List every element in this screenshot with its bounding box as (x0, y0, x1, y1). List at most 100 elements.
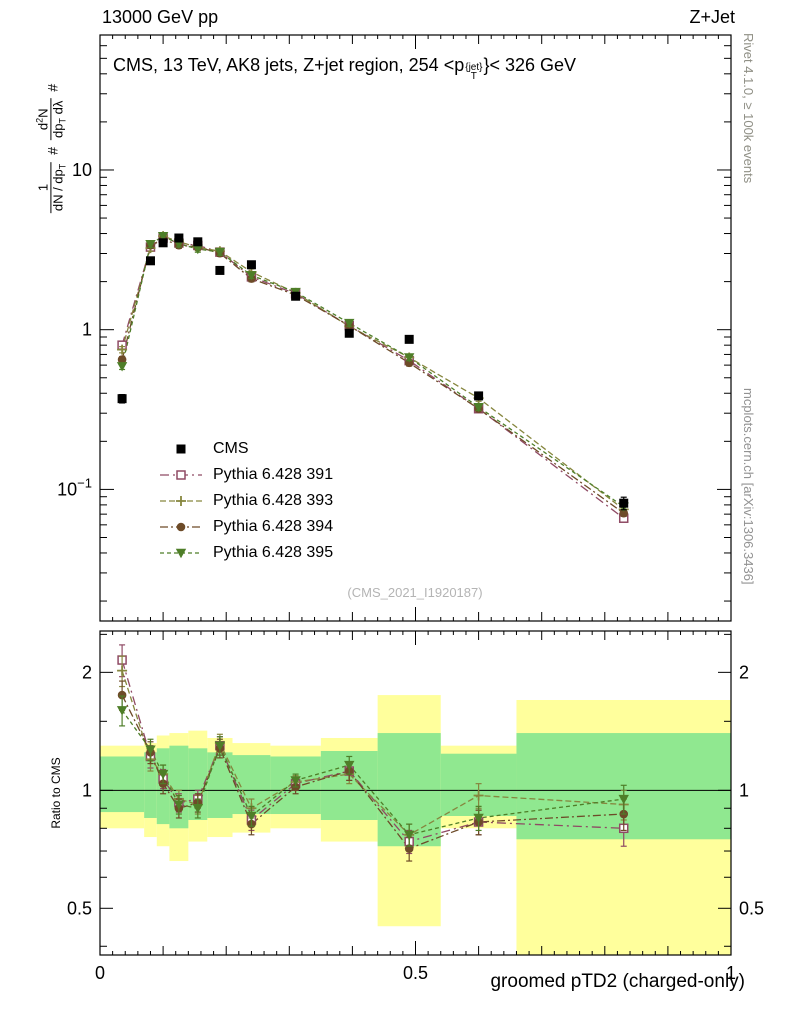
ylabel-fraction-1: 1 dN / dpT (34, 161, 69, 214)
marker-filled-triangle-down (145, 239, 156, 250)
marker-filled-triangle-down (175, 548, 187, 559)
marker-filled-circle (117, 690, 127, 700)
pt-subscript: T (470, 71, 477, 82)
marker-open-square (176, 470, 186, 480)
mcplots-attribution-note: mcplots.cern.ch [arXiv:1306.3436] (741, 388, 756, 585)
marker-filled-square (246, 260, 256, 270)
svg-text:1: 1 (726, 963, 736, 983)
marker-filled-circle (117, 355, 127, 364)
marker-filled-triangle-down (116, 706, 128, 716)
marker-filled-square (193, 237, 203, 247)
marker-filled-triangle-down (173, 800, 185, 810)
marker-filled-square (145, 256, 155, 266)
marker-filled-triangle-down (192, 804, 204, 814)
svg-text:0: 0 (95, 963, 105, 983)
svg-text:0.5: 0.5 (403, 963, 428, 983)
marker-filled-circle (619, 508, 629, 518)
legend: CMS Pythia 6.428 391 Pythia 6.428 393 Pythi… (158, 436, 333, 566)
ylabel-frac1-num: 1 (34, 183, 50, 192)
marker-filled-circle (176, 522, 186, 532)
svg-text:2: 2 (82, 662, 92, 682)
marker-filled-triangle-down (214, 741, 226, 751)
marker-filled-triangle-down (214, 247, 226, 258)
svg-text:0.5: 0.5 (67, 898, 92, 918)
green-band-bin (144, 752, 157, 818)
green-band-bin (207, 752, 233, 818)
ratio-y-axis-label: Ratio to CMS (49, 757, 63, 829)
marker-filled-triangle-down (403, 830, 415, 841)
svg-text:0.5: 0.5 (739, 898, 764, 918)
marker-open-cross (176, 496, 186, 506)
svg-text:1: 1 (82, 320, 92, 340)
legend-label: Pythia 6.428 395 (213, 544, 334, 561)
legend-item-pythia-6-428-394: Pythia 6.428 394 (158, 514, 333, 540)
axis-ticks (99, 34, 732, 955)
green-band-bin (169, 745, 189, 829)
marker-filled-triangle-down (246, 811, 257, 822)
main-y-axis-label: 1 dN / dpT # d2N dpT dλ # (34, 82, 69, 218)
marker-open-cross (473, 790, 484, 801)
marker-filled-triangle-down (116, 362, 128, 372)
x-axis-title: groomed pTD2 (charged-only) (490, 971, 745, 992)
marker-open-cross (117, 344, 128, 355)
plot-title-range-end: }< 326 GeV (483, 55, 577, 75)
plot-title: CMS, 13 TeV, AK8 jets, Z+jet region, 254… (113, 55, 577, 82)
marker-filled-triangle-down (473, 403, 484, 413)
marker-filled-square (344, 328, 354, 338)
svg-text:2: 2 (739, 662, 749, 682)
marker-open-cross (117, 665, 128, 676)
marker-filled-triangle-down (344, 760, 355, 771)
svg-text:10−1: 10−1 (57, 475, 92, 499)
marker-filled-triangle-down (246, 271, 257, 281)
marker-filled-triangle-down (192, 244, 204, 255)
marker-filled-triangle-down (145, 745, 156, 755)
marker-filled-square (474, 391, 484, 401)
marker-filled-square (619, 498, 629, 508)
filled-square-icon (176, 444, 186, 454)
filled-triangle-down-icon (160, 548, 202, 559)
legend-item-cms: CMS (158, 436, 333, 462)
green-band-bin (100, 756, 145, 813)
svg-text:1: 1 (739, 780, 749, 800)
marker-filled-triangle-down (473, 813, 484, 824)
main-curve-pythia-6-428-395 (121, 235, 625, 508)
marker-filled-square (174, 233, 184, 243)
marker-filled-square (215, 265, 225, 275)
pt-jet-superscript-stack: {jet} T (465, 62, 483, 82)
svg-text:1: 1 (82, 780, 92, 800)
analysis-region-label: Z+Jet (689, 7, 735, 27)
marker-filled-square (176, 444, 186, 454)
rivet-version-note: Rivet 4.1.0, ≥ 100k events (741, 33, 756, 184)
marker-filled-triangle-down (157, 231, 169, 242)
main-series-group (116, 231, 629, 523)
svg-text:10: 10 (72, 160, 92, 180)
marker-filled-square (158, 238, 168, 248)
open-square-icon (160, 470, 202, 480)
marker-filled-square (117, 394, 127, 404)
marker-filled-square (404, 334, 414, 344)
legend-label: CMS (213, 440, 249, 457)
legend-label: Pythia 6.428 393 (213, 492, 334, 509)
ylabel-frac1-den: dN / dpT (50, 161, 69, 214)
legend-label: Pythia 6.428 394 (213, 518, 334, 535)
open-cross-icon (160, 496, 202, 506)
plot-title-text: CMS, 13 TeV, AK8 jets, Z+jet region, 254… (113, 55, 465, 75)
ratio-series-group (116, 644, 629, 862)
legend-item-pythia-6-428-393: Pythia 6.428 393 (158, 488, 333, 514)
ylabel-frac2-den: dpT dλ (50, 98, 69, 140)
hash-glyph: # (44, 83, 60, 92)
legend-item-pythia-6-428-395: Pythia 6.428 395 (158, 540, 333, 566)
beam-energy-label: 13000 GeV pp (102, 7, 219, 27)
marker-filled-triangle-down (403, 353, 415, 363)
marker-filled-square (291, 291, 301, 301)
marker-filled-triangle-down (344, 318, 355, 329)
ylabel-frac2-num: d2N (34, 108, 51, 131)
analysis-id-watermark: (CMS_2021_I1920187) (347, 585, 483, 600)
marker-filled-triangle-down (618, 794, 629, 805)
jet-superscript: {jet} (465, 62, 483, 73)
ratio-uncertainty-bands (100, 695, 731, 955)
marker-filled-triangle-down (290, 776, 301, 786)
hash-glyph: # (44, 146, 60, 155)
